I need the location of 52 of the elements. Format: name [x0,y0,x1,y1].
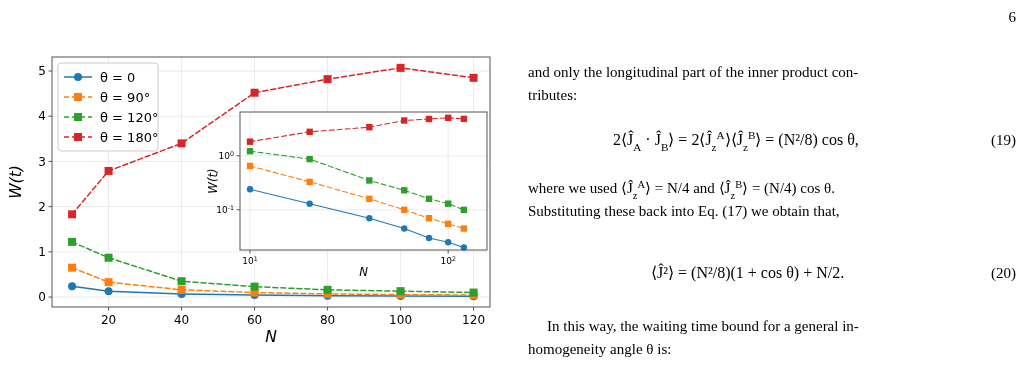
point [250,282,259,291]
legend-label: θ = 90° [100,89,151,105]
y-tick-label: 4 [38,109,46,124]
text: where we used ⟨Ĵ$_{z}$$^{A}$⟩ = N/4 and ⟨Ĵ$_{z}$$^{B}$⟩ = (N/4) cos θ. [528,178,836,201]
point [104,278,113,287]
x-axis-title: N [359,265,369,280]
point [177,139,186,148]
point [177,285,186,294]
x-tick-label: 80 [319,313,336,327]
point [104,287,113,296]
point [68,282,77,291]
point [323,75,332,84]
x-tick-label: 120 [462,313,486,327]
x-tick-label: 10$^{2}$ [440,254,456,266]
y-axis-title: W(t) [205,168,220,194]
text: homogeneity angle θ is: [528,341,672,357]
x-tick-label: 10$^{1}$ [242,254,258,266]
x-axis-title: N [265,327,278,346]
y-tick-label: 10$^{-1}$ [216,203,234,215]
y-tick-label: 3 [38,154,46,169]
x-tick-label: 100 [389,313,413,327]
legend-label: θ = 180° [100,129,159,145]
text: Substituting these back into Eq. (17) we obtain that, [528,203,840,220]
point [250,88,259,97]
y-tick-label: 10$^{0}$ [218,149,234,162]
point [68,210,77,219]
y-axis-title: W(t) [6,165,25,199]
point [469,73,478,82]
point [104,253,113,262]
point [323,285,332,294]
point [177,277,186,286]
x-tick-label: 60 [246,313,263,327]
text: 6 [1008,9,1017,25]
legend-label: θ = 120° [100,109,159,125]
y-tick-label: 0 [38,290,46,305]
x-tick-label: 40 [173,313,190,327]
y-tick-label: 5 [38,64,46,79]
point [68,263,77,272]
text: (19) [991,132,1016,149]
text: ⟨Ĵ²⟩ = (N²/8)(1 + cos θ) + N/2. [651,263,845,282]
text: (20) [991,265,1016,282]
point [68,237,77,246]
y-tick-label: 1 [38,245,46,260]
legend-label: θ = 0 [100,69,136,85]
y-tick-label: 2 [38,199,46,214]
text: and only the longitudinal part of the inner product con- [528,64,859,80]
point [104,166,113,175]
text: tributes: [528,87,578,103]
text: In this way, the waiting time bound for a general in- [547,318,859,334]
x-tick-label: 20 [100,313,117,327]
point [396,63,405,72]
text: 2⟨Ĵ$_{A}$ · Ĵ$_{B}$⟩ = 2⟨Ĵ$_{z}$$^{A}$⟩⟨Ĵ$_{z}$$^{B}$⟩ = (N²/8) cos θ, [613,129,859,153]
